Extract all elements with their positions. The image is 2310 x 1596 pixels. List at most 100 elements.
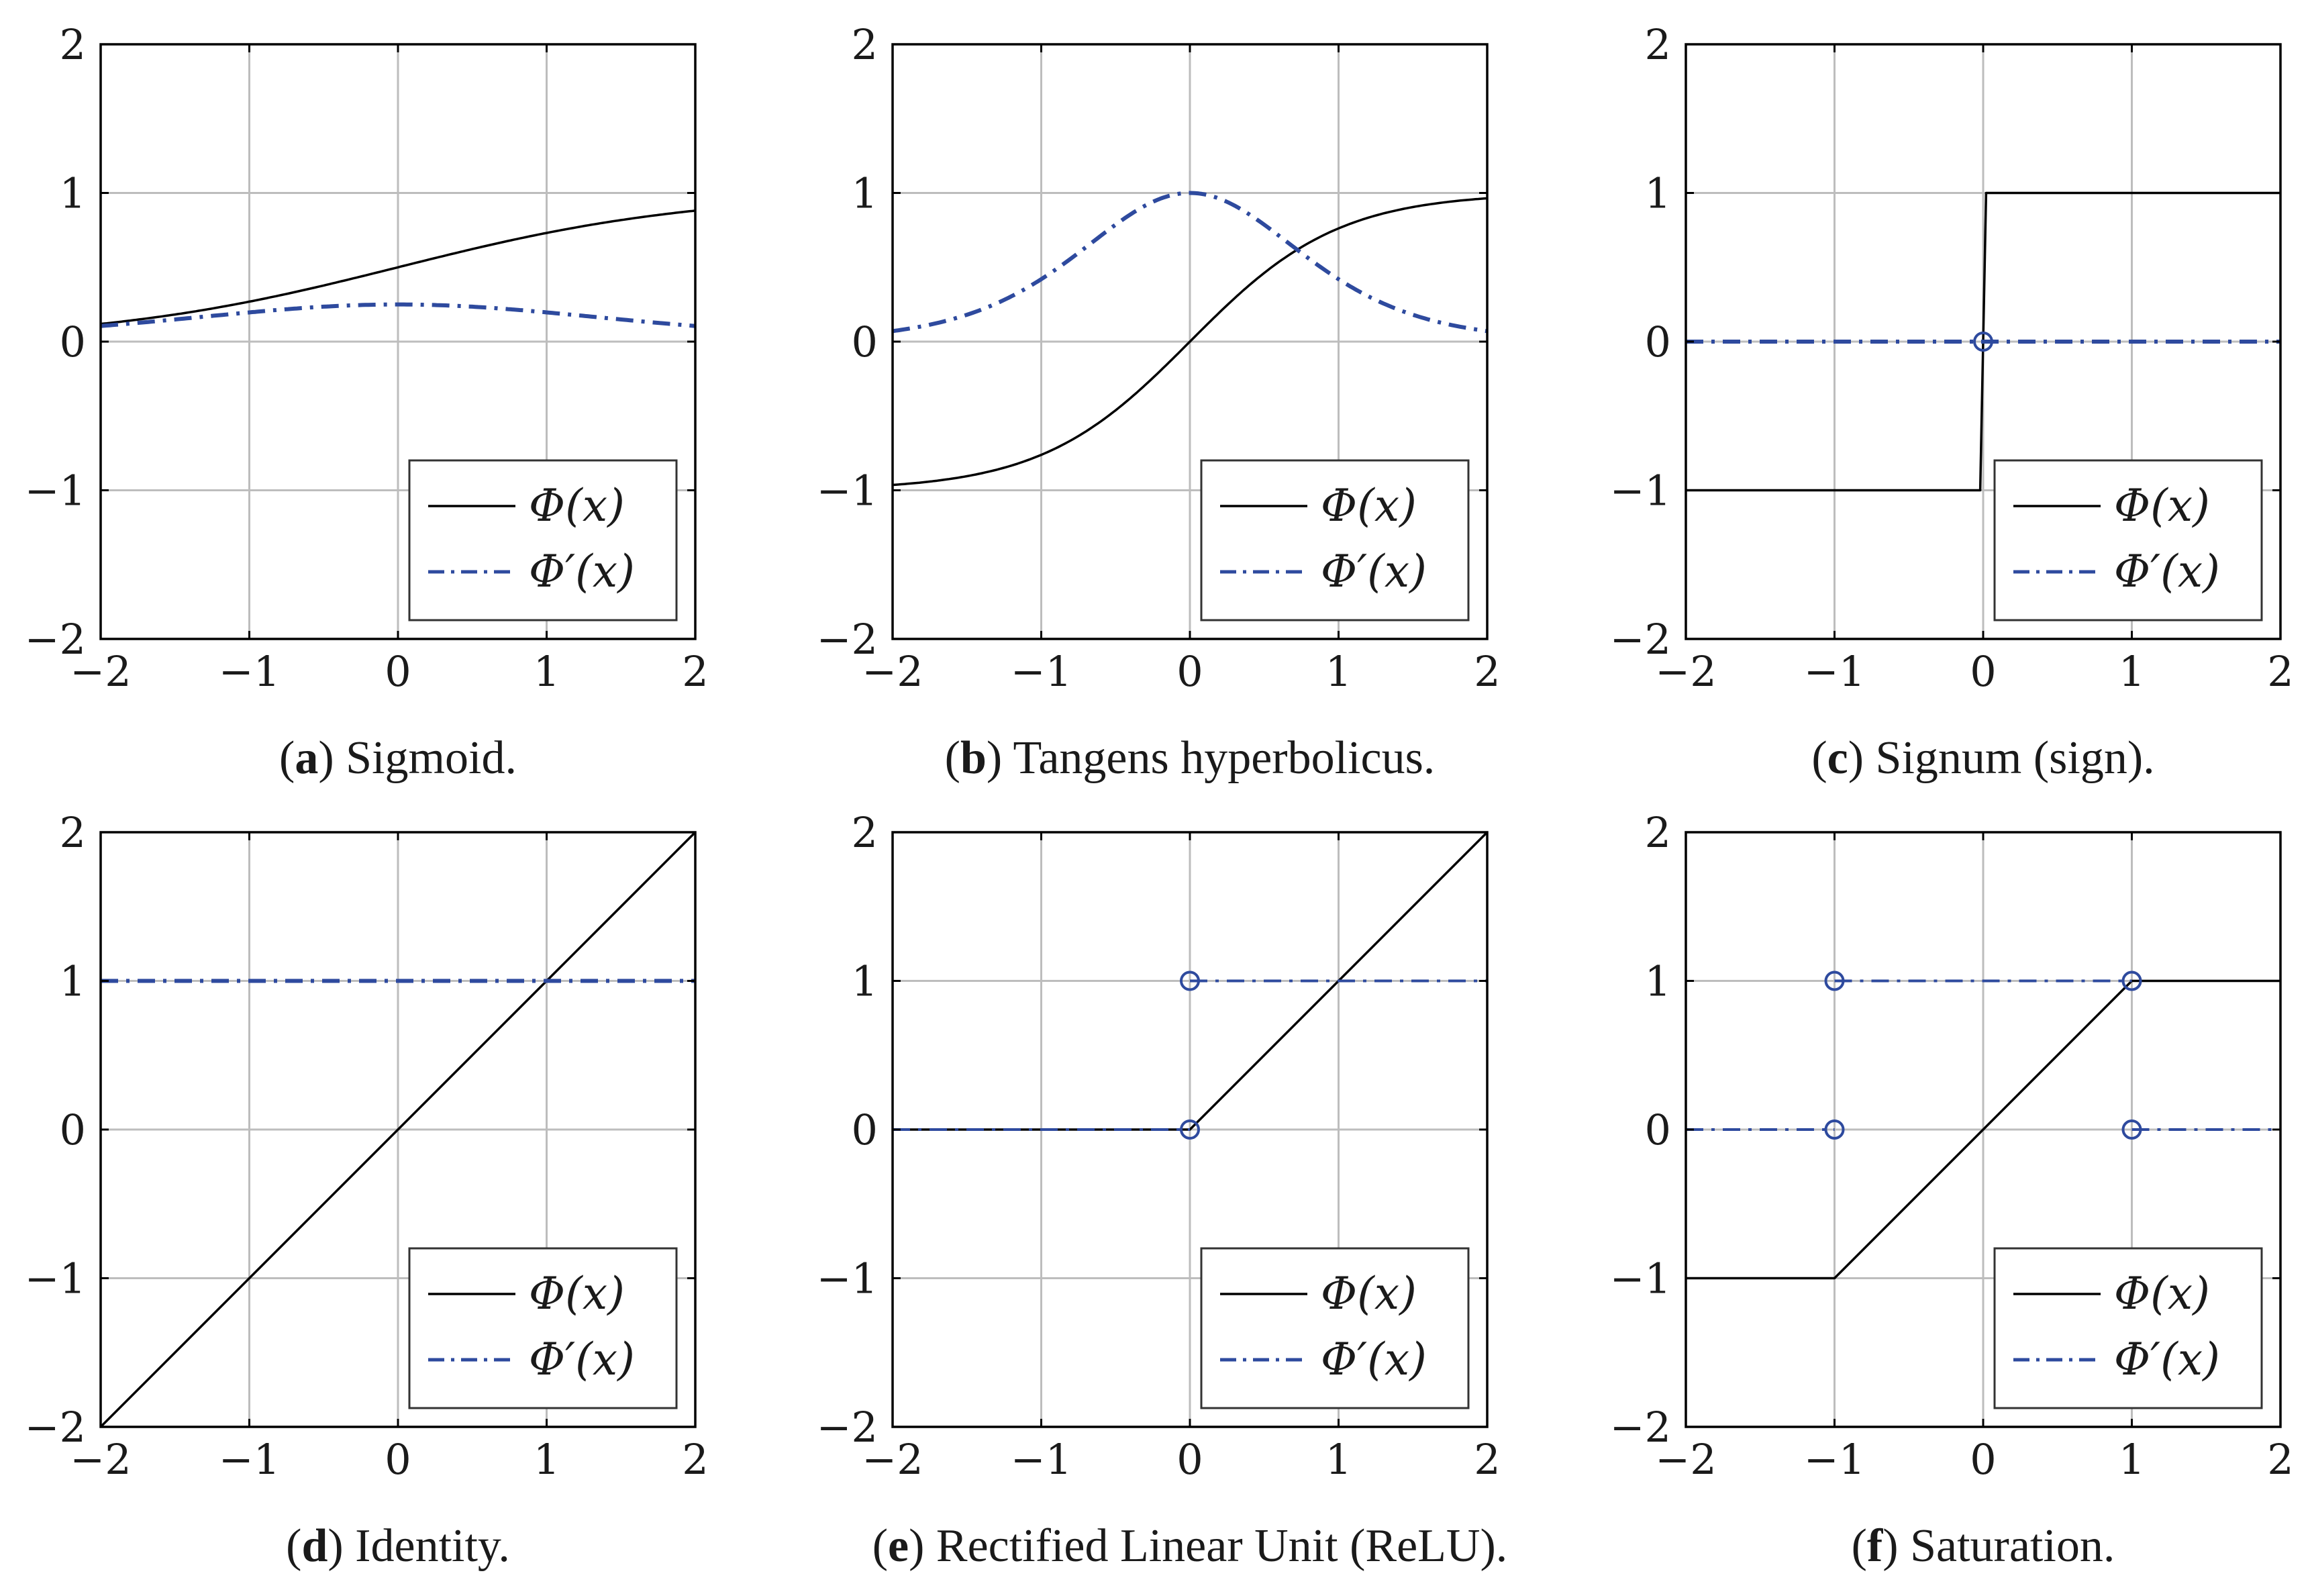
legend-dphi-label: Φ′(x) — [2114, 546, 2220, 597]
y-tick-label: 2 — [60, 808, 86, 857]
x-tick-label: −1 — [219, 647, 280, 696]
x-tick-label: 0 — [1176, 647, 1203, 696]
x-tick-label: 0 — [385, 647, 411, 696]
x-tick-label: −1 — [1804, 1435, 1865, 1484]
panel-caption: (f) Saturation. — [1852, 1520, 2115, 1572]
legend-phi-label: Φ(x) — [2114, 480, 2210, 532]
x-tick-label: −1 — [1011, 647, 1072, 696]
legend-dphi-label: Φ′(x) — [529, 1334, 635, 1385]
chart-panel-e: −2 −1 0 1 2 −2 −1 0 1 2 Φ(x) Φ′(x) (e) Rectified Lin… — [817, 808, 1508, 1572]
legend: Φ(x) Φ′(x) — [1200, 459, 1470, 621]
y-tick-label: 1 — [1645, 957, 1671, 1006]
y-tick-label: −1 — [817, 466, 878, 515]
plot-area — [893, 191, 1487, 487]
legend: Φ(x) Φ′(x) — [408, 459, 678, 621]
series-phi-line — [101, 209, 695, 326]
y-tick-label: 0 — [1645, 317, 1671, 366]
y-tick-label: 0 — [60, 317, 86, 366]
x-tick-label: 1 — [534, 647, 560, 696]
y-tick-label: 2 — [1645, 808, 1671, 857]
panel-caption: (b) Tangens hyperbolicus. — [945, 732, 1436, 784]
y-tick-label: −1 — [25, 1254, 86, 1303]
x-tick-label: 0 — [385, 1435, 411, 1484]
y-tick-label: −2 — [1610, 1403, 1671, 1452]
legend: Φ(x) Φ′(x) — [1993, 1247, 2263, 1409]
x-tick-label: 2 — [1474, 1435, 1500, 1484]
x-tick-label: 2 — [1474, 647, 1500, 696]
plot-area — [101, 209, 695, 328]
x-tick-label: −2 — [70, 1435, 131, 1484]
x-tick-label: 1 — [2119, 1435, 2145, 1484]
series-phi-line — [893, 197, 1487, 487]
panel-caption: (d) Identity. — [286, 1520, 510, 1572]
x-tick-label: 2 — [2267, 647, 2293, 696]
x-tick-label: 1 — [1325, 1435, 1352, 1484]
y-tick-label: 2 — [60, 20, 86, 69]
x-tick-label: −2 — [862, 1435, 923, 1484]
legend-dphi-label: Φ′(x) — [529, 546, 635, 597]
x-tick-label: 0 — [1970, 647, 1996, 696]
y-tick-label: 1 — [60, 169, 86, 218]
panel-caption: (a) Sigmoid. — [279, 732, 517, 784]
x-tick-label: −2 — [1655, 1435, 1716, 1484]
y-tick-label: −1 — [25, 466, 86, 515]
y-tick-label: 2 — [1645, 20, 1671, 69]
legend-box — [1200, 459, 1470, 621]
plot-area — [101, 832, 695, 1427]
chart-panel-c: −2 −1 0 1 2 −2 −1 0 1 2 Φ(x) Φ′(x) (c) Signum (sign)… — [1610, 20, 2294, 784]
series-phi-line — [1686, 979, 2280, 1280]
panel-caption: (c) Signum (sign). — [1811, 732, 2154, 784]
legend-phi-label: Φ(x) — [2114, 1268, 2210, 1319]
y-tick-label: −2 — [25, 1403, 86, 1452]
legend-phi-label: Φ(x) — [1321, 480, 1417, 532]
legend: Φ(x) Φ′(x) — [1200, 1247, 1470, 1409]
legend-phi-label: Φ(x) — [1321, 1268, 1417, 1319]
x-tick-label: −1 — [1804, 647, 1865, 696]
x-tick-label: 0 — [1970, 1435, 1996, 1484]
legend-phi-label: Φ(x) — [529, 1268, 625, 1319]
chart-panel-d: −2 −1 0 1 2 −2 −1 0 1 2 Φ(x) Φ′(x) (d) Identity. — [25, 808, 709, 1572]
x-tick-label: 2 — [2267, 1435, 2293, 1484]
open-circle-marker — [1824, 970, 1845, 991]
open-circle-marker — [2121, 970, 2142, 991]
y-tick-label: −2 — [817, 615, 878, 664]
x-tick-label: 2 — [682, 1435, 708, 1484]
y-tick-label: −1 — [1610, 466, 1671, 515]
legend-phi-label: Φ(x) — [529, 480, 625, 532]
open-circle-marker — [1973, 332, 1993, 352]
x-tick-label: 1 — [1325, 647, 1352, 696]
x-tick-label: −2 — [1655, 647, 1716, 696]
x-tick-label: −1 — [219, 1435, 280, 1484]
legend-box — [408, 459, 678, 621]
y-tick-label: −2 — [25, 615, 86, 664]
y-tick-label: −2 — [817, 1403, 878, 1452]
legend-box — [1993, 1247, 2263, 1409]
x-tick-label: 0 — [1176, 1435, 1203, 1484]
series-phi-line — [101, 832, 695, 1427]
legend-box — [1200, 1247, 1470, 1409]
y-tick-label: −1 — [1610, 1254, 1671, 1303]
series-dphi-line — [101, 302, 695, 328]
y-tick-label: 0 — [1645, 1105, 1671, 1154]
legend-dphi-label: Φ′(x) — [1321, 546, 1427, 597]
y-tick-label: 1 — [852, 169, 878, 218]
legend-dphi-label: Φ′(x) — [1321, 1334, 1427, 1385]
x-tick-label: −1 — [1011, 1435, 1072, 1484]
legend-box — [408, 1247, 678, 1409]
chart-panel-f: −2 −1 0 1 2 −2 −1 0 1 2 Φ(x) Φ′(x) (f) Saturation. — [1610, 808, 2294, 1572]
legend: Φ(x) Φ′(x) — [1993, 459, 2263, 621]
plot-area — [893, 832, 1487, 1131]
open-circle-marker — [1180, 970, 1200, 991]
panel-caption: (e) Rectified Linear Unit (ReLU). — [872, 1520, 1508, 1572]
y-tick-label: −1 — [817, 1254, 878, 1303]
series-dphi-line — [893, 191, 1487, 334]
chart-panel-a: −2 −1 0 1 2 −2 −1 0 1 2 Φ(x) Φ′(x) (a) Sigmoid. — [25, 20, 709, 784]
y-tick-label: 1 — [1645, 169, 1671, 218]
x-tick-label: 1 — [534, 1435, 560, 1484]
y-tick-label: 0 — [60, 1105, 86, 1154]
x-tick-label: −2 — [862, 647, 923, 696]
plot-area — [1686, 191, 2280, 492]
y-tick-label: 1 — [60, 957, 86, 1006]
y-tick-label: 0 — [852, 1105, 878, 1154]
y-tick-label: 2 — [852, 20, 878, 69]
